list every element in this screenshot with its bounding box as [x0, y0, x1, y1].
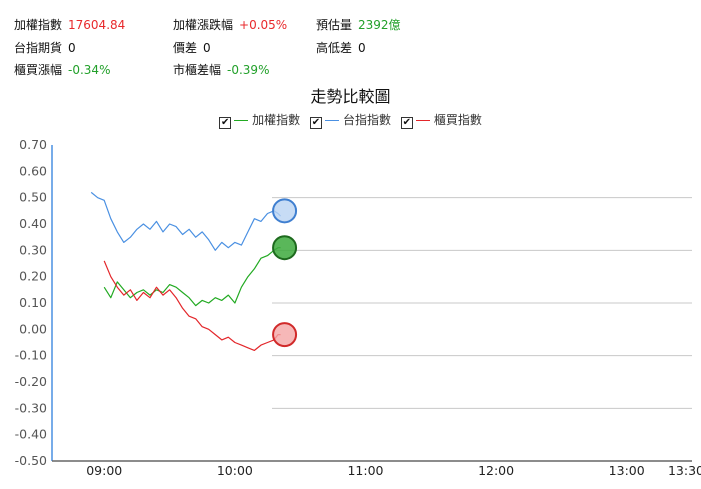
y-tick-label: 0.60 — [19, 163, 47, 178]
stat-otc-change: 櫃買漲幅 -0.34% — [14, 62, 110, 78]
stat-taiex-label: 加權指數 — [14, 18, 63, 32]
axes — [51, 145, 692, 462]
y-tick-label: -0.30 — [15, 400, 47, 415]
legend-checkbox-otc[interactable]: ✔ — [400, 117, 413, 129]
series-end-marker-2 — [272, 322, 298, 348]
x-tick-label: 13:30 — [668, 463, 701, 478]
stat-futures: 台指期貨 0 — [14, 40, 76, 56]
x-tick-label: 11:00 — [347, 463, 383, 478]
stat-hilo-label: 高低差 — [316, 41, 353, 55]
x-tick-label: 13:00 — [609, 463, 645, 478]
series-markers — [272, 198, 298, 348]
x-axis-ticks: 09:00 10:00 11:00 12:00 13:00 13:30 — [86, 463, 701, 478]
x-tick-label: 09:00 — [86, 463, 122, 478]
stat-taiex-change-label: 加權漲跌幅 — [173, 18, 234, 32]
stat-market-otc-diff-label: 市櫃差幅 — [173, 63, 222, 77]
legend-label-otc: 櫃買指數 — [433, 113, 482, 127]
stat-est-volume-value: 2392億 — [358, 18, 401, 32]
y-tick-label: 0.70 — [19, 137, 47, 152]
series-line-2 — [103, 260, 281, 351]
series-lines — [90, 191, 282, 351]
y-tick-label: 0.00 — [19, 321, 47, 336]
stat-hilo: 高低差 0 — [316, 40, 366, 56]
stat-taiex: 加權指數 17604.84 — [14, 17, 125, 33]
legend-label-taiex: 加權指數 — [252, 113, 301, 127]
y-tick-label: 0.20 — [19, 269, 47, 284]
stats-panel: 加權指數 17604.84 加權漲跌幅 +0.05% 預估量 2392億 台指期貨 0 … — [0, 0, 701, 82]
y-tick-label: -0.20 — [15, 374, 47, 389]
stat-taiex-value: 17604.84 — [68, 18, 126, 32]
stat-est-volume-label: 預估量 — [316, 18, 353, 32]
grid-lines — [272, 197, 692, 409]
legend-checkbox-taiex[interactable]: ✔ — [219, 117, 232, 129]
y-tick-label: 0.30 — [19, 242, 47, 257]
series-line-1 — [103, 247, 281, 307]
stat-taiex-change: 加權漲跌幅 +0.05% — [173, 17, 287, 33]
legend-item-taiex[interactable]: ✔ 加權指數 — [219, 111, 300, 129]
legend-checkbox-futures[interactable]: ✔ — [309, 117, 322, 129]
legend-item-futures[interactable]: ✔ 台指指數 — [309, 111, 391, 129]
y-tick-label: -0.50 — [15, 453, 47, 468]
stat-market-otc-diff: 市櫃差幅 -0.39% — [173, 62, 269, 78]
stat-est-volume: 預估量 2392億 — [316, 17, 401, 33]
stat-otc-change-value: -0.34% — [68, 63, 111, 77]
stat-hilo-value: 0 — [358, 41, 366, 55]
series-end-marker-1 — [272, 235, 298, 261]
x-tick-label: 10:00 — [217, 463, 253, 478]
legend-item-otc[interactable]: ✔ 櫃買指數 — [400, 111, 482, 129]
y-tick-label: 0.10 — [19, 295, 47, 310]
stat-spread-label: 價差 — [173, 41, 198, 55]
legend-swatch-futures — [324, 120, 339, 121]
legend-swatch-otc — [415, 120, 430, 121]
stat-market-otc-diff-value: -0.39% — [227, 63, 270, 77]
x-tick-label: 12:00 — [478, 463, 514, 478]
stat-futures-value: 0 — [68, 41, 76, 55]
stat-taiex-change-value: +0.05% — [239, 18, 288, 32]
legend-swatch-taiex — [234, 120, 249, 121]
y-axis-ticks: 0.70 0.60 0.50 0.40 0.30 0.20 0.10 0.00 -0.10 -0.… — [15, 137, 47, 468]
stat-spread-value: 0 — [203, 41, 211, 55]
chart-title: 走勢比較圖 — [310, 87, 391, 106]
series-line-0 — [90, 191, 282, 251]
stat-otc-change-label: 櫃買漲幅 — [14, 63, 63, 77]
stat-spread: 價差 0 — [173, 40, 211, 56]
y-tick-label: -0.10 — [15, 348, 47, 363]
stat-futures-label: 台指期貨 — [14, 41, 63, 55]
y-tick-label: 0.40 — [19, 216, 47, 231]
legend-label-futures: 台指指數 — [342, 113, 391, 127]
y-tick-label: 0.50 — [19, 190, 47, 205]
y-tick-label: -0.40 — [15, 427, 47, 442]
series-end-marker-0 — [272, 198, 298, 224]
chart-legend: ✔ 加權指數 ✔ 台指指數 ✔ 櫃買指數 — [0, 111, 701, 129]
